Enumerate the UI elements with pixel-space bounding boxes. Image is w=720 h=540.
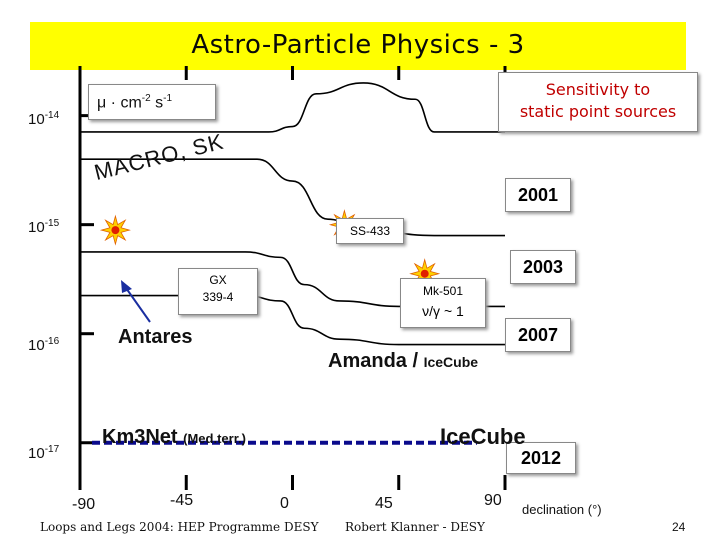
sensitivity-line-2: static point sources <box>519 102 677 121</box>
series-line-1 <box>79 82 505 133</box>
mk501-label-box: Mk-501 ν/γ ~ 1 <box>400 278 486 328</box>
y-tick-label-4: 10-17 <box>28 444 60 462</box>
icecube-label: IceCube <box>440 424 526 449</box>
y-tick-label-3: 10-16 <box>28 336 60 354</box>
source-core-3 <box>420 269 429 278</box>
gx-label-box: GX 339-4 <box>178 268 258 315</box>
year-2003-label: 2003 <box>510 250 576 284</box>
antares-arrow-line <box>125 287 151 323</box>
page-number: 24 <box>672 520 686 534</box>
ss433-label: SS-433 <box>336 218 404 244</box>
year-2001-label: 2001 <box>505 178 571 212</box>
ylabel-box: μ · cm-2 s-1 <box>88 84 216 120</box>
y-tick-label-1: 10-14 <box>28 110 60 128</box>
x-tick-label-1: -90 <box>72 496 96 513</box>
x-tick-label-4: 45 <box>375 495 393 512</box>
sensitivity-line-1: Sensitivity to <box>545 80 651 99</box>
mk501-label-line-1: Mk-501 <box>422 284 463 298</box>
y-tick-label-2: 10-15 <box>28 218 60 236</box>
series-line-2 <box>79 158 505 237</box>
y-axis-label: μ · cm-2 s-1 <box>97 93 173 112</box>
gx-label-line-2: 339-4 <box>202 290 234 304</box>
year-2012-label: 2012 <box>506 442 576 474</box>
slide-title: Astro-Particle Physics - 3 <box>191 30 525 60</box>
title-banner: Astro-Particle Physics - 3 <box>30 22 686 70</box>
x-tick-label-2: -45 <box>170 492 194 509</box>
x-tick-label-3: 0 <box>280 495 289 512</box>
gx-label-line-1: GX <box>209 273 227 287</box>
sensitivity-box: Sensitivity to static point sources <box>498 72 698 132</box>
amanda-label: Amanda / IceCube <box>328 350 479 372</box>
footer-conference: Loops and Legs 2004: HEP Programme DESY <box>40 520 319 534</box>
x-tick-label-5: 90 <box>484 492 502 509</box>
source-core-2 <box>111 226 120 235</box>
km3net-label: Km3Net (Med.terr.) <box>102 426 246 448</box>
year-2007-label: 2007 <box>505 318 571 352</box>
footer-author: Robert Klanner - DESY <box>345 520 485 534</box>
mk501-label-line-2: ν/γ ~ 1 <box>422 303 464 319</box>
x-axis-label: declination (°) <box>522 502 602 517</box>
antares-arrow-head <box>121 280 132 293</box>
antares-label: Antares <box>118 326 193 348</box>
